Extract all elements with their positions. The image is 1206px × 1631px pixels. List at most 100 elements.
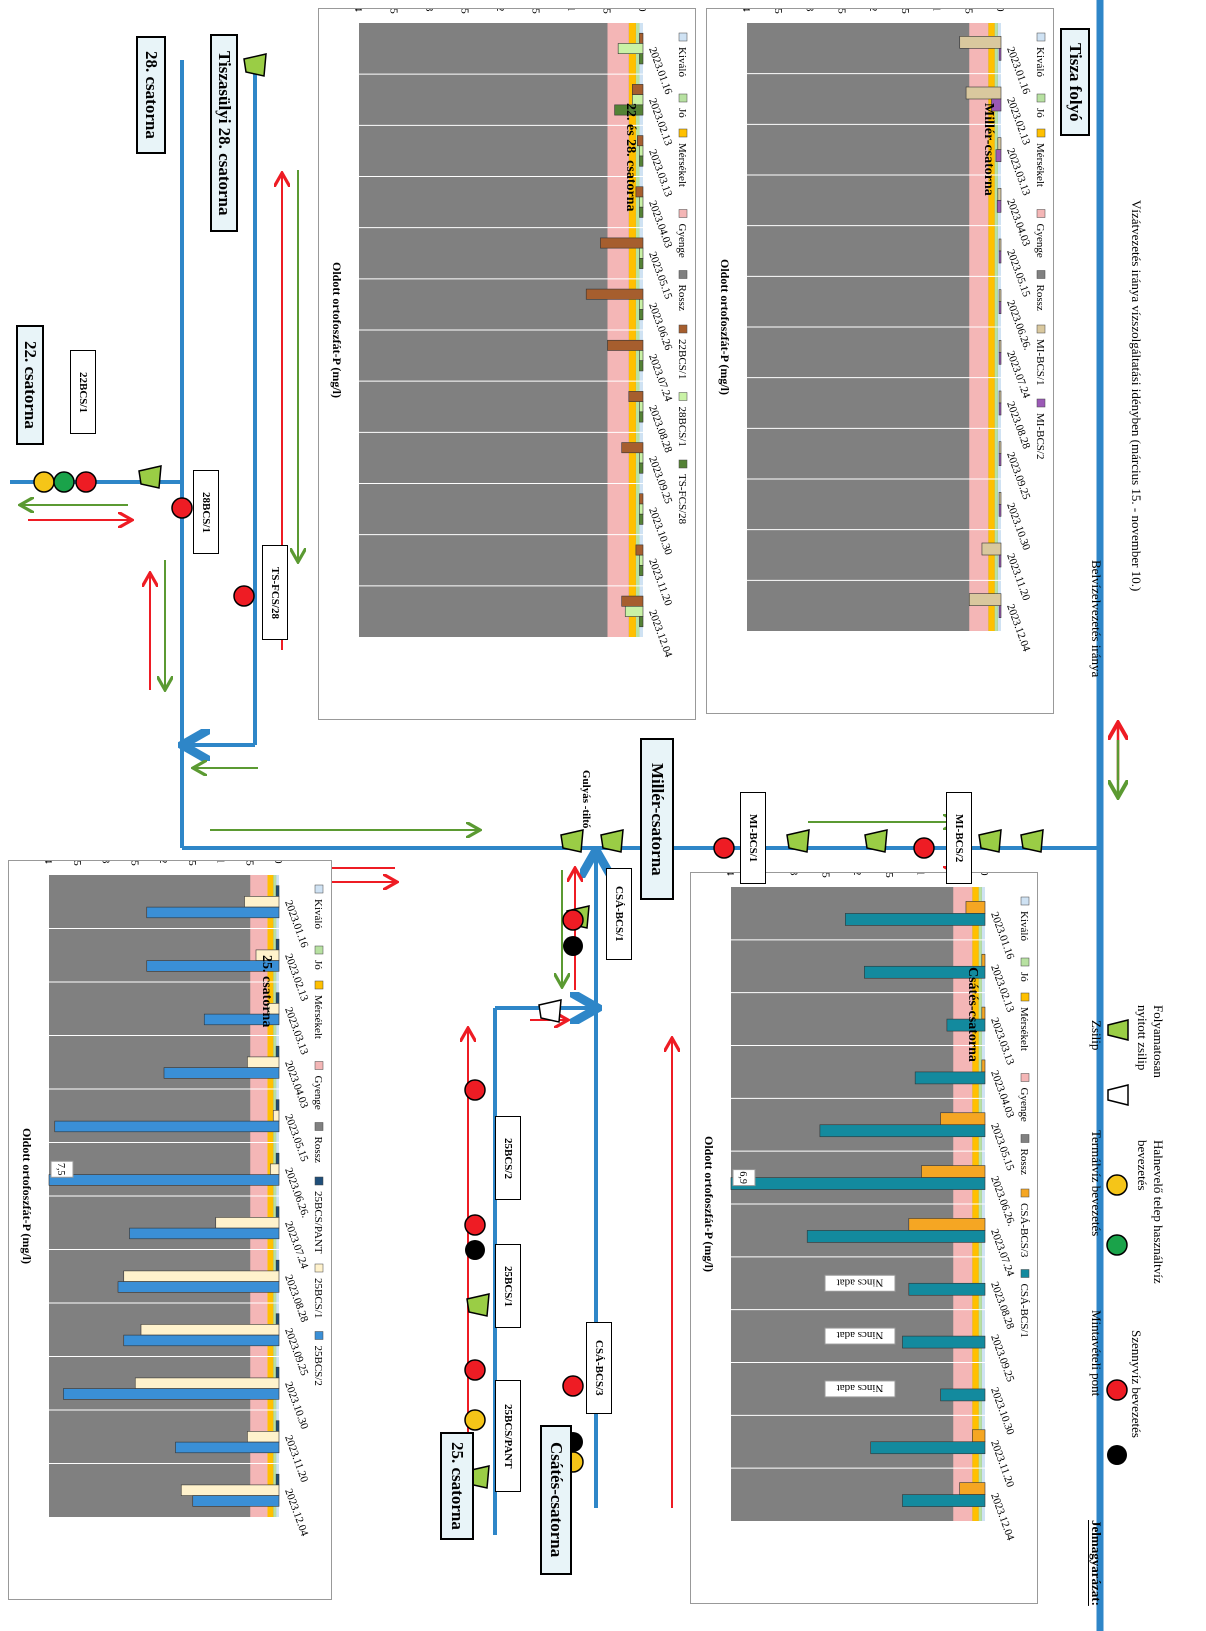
axis-label: Oldott ortofoszfát-P (mg/l): [330, 262, 344, 398]
bar: [995, 149, 1002, 162]
fish-icon: [1106, 1234, 1128, 1256]
bar: [617, 43, 644, 55]
category-label: 2023.02.13: [1004, 96, 1032, 147]
legend-item: Mérsékelt: [312, 980, 324, 1039]
tick-label: 3: [804, 9, 816, 12]
tick-label: 1: [565, 9, 577, 12]
bar: [864, 965, 986, 979]
bar: [275, 1152, 280, 1165]
tick-label: 3,5: [388, 9, 400, 14]
tick-label: 2: [851, 873, 863, 876]
bar: [908, 1218, 986, 1231]
bar: [585, 288, 644, 300]
bar: [628, 391, 644, 402]
svg-text:MI-BCS/1: MI-BCS/1: [1034, 339, 1046, 385]
svg-text:CSÁ-BCS/3: CSÁ-BCS/3: [1018, 1203, 1030, 1258]
sluice-icon: [466, 1293, 490, 1317]
fish-point: [53, 471, 75, 493]
tick-label: 4: [724, 873, 736, 876]
category-label: 2023.07.24: [282, 1220, 310, 1271]
bar: [998, 48, 1002, 61]
label-miller-channel: Millér-csatorna: [640, 738, 674, 900]
no-data-label: Nincs adat: [824, 1380, 896, 1398]
bar: [639, 360, 644, 372]
chart-title: Csátés-csatorna: [965, 967, 980, 1062]
bar: [275, 1206, 280, 1218]
bar: [635, 544, 644, 556]
bar: [639, 247, 644, 259]
legend-title: Jelmagyarázat:: [1089, 1520, 1104, 1606]
tick-label: 4: [42, 861, 54, 864]
sluice-icon: [786, 829, 810, 853]
bar: [639, 155, 644, 167]
sample-point: [233, 585, 255, 607]
tick-label: 3,5: [71, 861, 83, 866]
legend-item: Jó: [1018, 957, 1030, 982]
sluice-icon: [560, 829, 584, 853]
category-label: 2023.02.13: [988, 963, 1016, 1014]
bar: [998, 352, 1002, 365]
bar: [998, 402, 1002, 416]
category-label: 2023.04.03: [646, 199, 674, 250]
legend-item: 25BCS/PANT: [312, 1176, 324, 1254]
legend-item: Jó: [312, 945, 324, 970]
svg-text:Gyenge: Gyenge: [676, 224, 688, 258]
axis-label: Oldott ortofoszfát-P (mg/l): [20, 1128, 34, 1264]
bar: [621, 595, 644, 607]
tick-label: 2: [157, 861, 169, 864]
legend-item: Jó: [1034, 93, 1046, 118]
category-label: 2023.08.28: [646, 404, 674, 455]
bar: [146, 906, 280, 919]
legend-sluice: Zsilip: [1089, 1020, 1104, 1051]
bar: [959, 1482, 986, 1495]
category-label: 2023.03.13: [988, 1016, 1016, 1067]
tick-label: 2: [494, 9, 506, 12]
svg-text:Rossz: Rossz: [312, 1137, 324, 1163]
tick-label: 2,5: [835, 9, 847, 14]
chart-panel-25: 7,5 4 3,5 3 2,5 2 1,5 1 0,5 0 2023.01.162023.02.13…: [8, 852, 332, 1600]
sample-point: [464, 1359, 486, 1381]
axis-label: Oldott ortofoszfát-P (mg/l): [702, 1136, 716, 1272]
svg-text:7,5: 7,5: [55, 1163, 66, 1176]
bar: [275, 1313, 280, 1325]
bar: [215, 1217, 280, 1229]
tick-label: 0,5: [601, 9, 613, 14]
category-label: 2023.10.30: [282, 1380, 310, 1431]
tick-label: 0: [272, 861, 284, 864]
bar: [902, 1494, 986, 1507]
svg-text:22BCS/1: 22BCS/1: [676, 339, 688, 379]
tick-label: 1,5: [883, 873, 895, 878]
label-22bcs1: 22BCS/1: [70, 350, 96, 434]
bar: [275, 1099, 280, 1111]
legend-item: 25BCS/2: [312, 1331, 324, 1386]
bar: [600, 237, 644, 249]
sluice-icon: [243, 53, 267, 77]
bar: [819, 1124, 986, 1138]
svg-text:Mérsékelt: Mérsékelt: [312, 995, 324, 1039]
sluice-legend-icon: [1107, 1019, 1129, 1041]
tick-label: 4: [740, 9, 752, 12]
bar: [270, 1163, 280, 1175]
sample-point: [171, 497, 193, 519]
label-mibcs2: MI-BCS/2: [946, 792, 972, 884]
bar: [845, 913, 986, 926]
bar: [192, 1495, 280, 1507]
category-label: 2023.06.26.: [988, 1175, 1017, 1228]
svg-text:Kiváló: Kiváló: [676, 47, 688, 77]
open-sluice-icon: [538, 999, 562, 1023]
tick-label: 1: [931, 9, 943, 12]
bar: [998, 340, 1002, 353]
bar: [998, 238, 1002, 252]
tick-label: 0,5: [962, 9, 974, 14]
bar: [946, 1018, 986, 1032]
bar: [146, 960, 280, 972]
legend-item: Kiváló: [1018, 896, 1030, 941]
category-label: 2023.03.13: [282, 1006, 310, 1057]
category-label: 2023.09.25: [282, 1327, 310, 1378]
label-csabcs1: CSÁ-BCS/1: [606, 868, 632, 960]
tick-label: 2,5: [819, 873, 831, 878]
label-25-channel: 25. csatorna: [440, 1432, 474, 1540]
tick-label: 0: [636, 9, 648, 12]
bar: [140, 1324, 280, 1336]
